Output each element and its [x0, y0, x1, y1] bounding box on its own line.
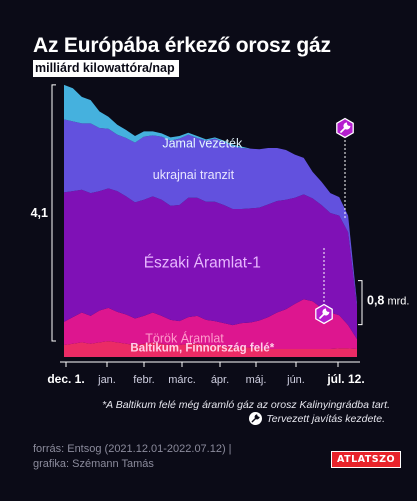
footnote: *A Baltikum felé még áramló gáz az orosz…	[102, 399, 390, 411]
area-jamal-vezeték	[64, 84, 357, 303]
maintenance-marker-turkstream	[315, 248, 333, 325]
area-török-áramlat	[64, 299, 357, 350]
series-label: ukrajnai tranzit	[153, 168, 235, 182]
source-line: forrás: Entsog (2021.12.01-2022.07.12) |	[33, 443, 232, 455]
area-északi-áramlat-1	[64, 188, 357, 340]
atlatszo-logo: ATLATSZO	[331, 451, 402, 468]
series-label: Baltikum, Finnország felé*	[130, 342, 274, 354]
end-total-label: 0,8 mrd.	[367, 294, 409, 308]
chart-subtitle: milliárd kilowattóra/nap	[33, 60, 179, 77]
source-credit: forrás: Entsog (2021.12.01-2022.07.12) |…	[33, 442, 232, 472]
x-tick-label: jún.	[286, 374, 305, 386]
wrench-icon	[319, 308, 330, 319]
x-tick-label: dec. 1.	[47, 372, 84, 386]
x-tick-label: júl. 12.	[326, 372, 364, 386]
x-tick-label: ápr.	[211, 374, 229, 386]
series-label: Jamal vezeték	[162, 137, 243, 151]
x-tick-label: márc.	[168, 374, 196, 386]
maintenance-legend-text: Tervezett javítás kezdete.	[266, 412, 385, 425]
chart-title: Az Európába érkező orosz gáz	[33, 34, 331, 57]
start-total-bracket	[51, 84, 56, 342]
end-total-bracket	[358, 280, 363, 326]
series-label: Török Áramlat	[145, 330, 224, 345]
graphic-credit-line: grafika: Szémann Tamás	[33, 458, 154, 470]
x-tick-label: febr.	[133, 374, 154, 386]
x-tick-label: máj.	[246, 374, 267, 386]
area-baltikum-finnország-felé-	[64, 341, 357, 357]
maintenance-legend: Tervezett javítás kezdete.	[249, 412, 385, 425]
wrench-icon	[340, 122, 351, 133]
series-label: Északi Áramlat-1	[144, 254, 261, 271]
start-total-label: 4,1	[31, 206, 48, 220]
area-ukrajnai-tranzit	[64, 119, 357, 306]
wrench-icon	[249, 412, 263, 425]
maintenance-marker-nordstream	[336, 117, 354, 220]
x-tick-label: jan.	[97, 374, 116, 386]
